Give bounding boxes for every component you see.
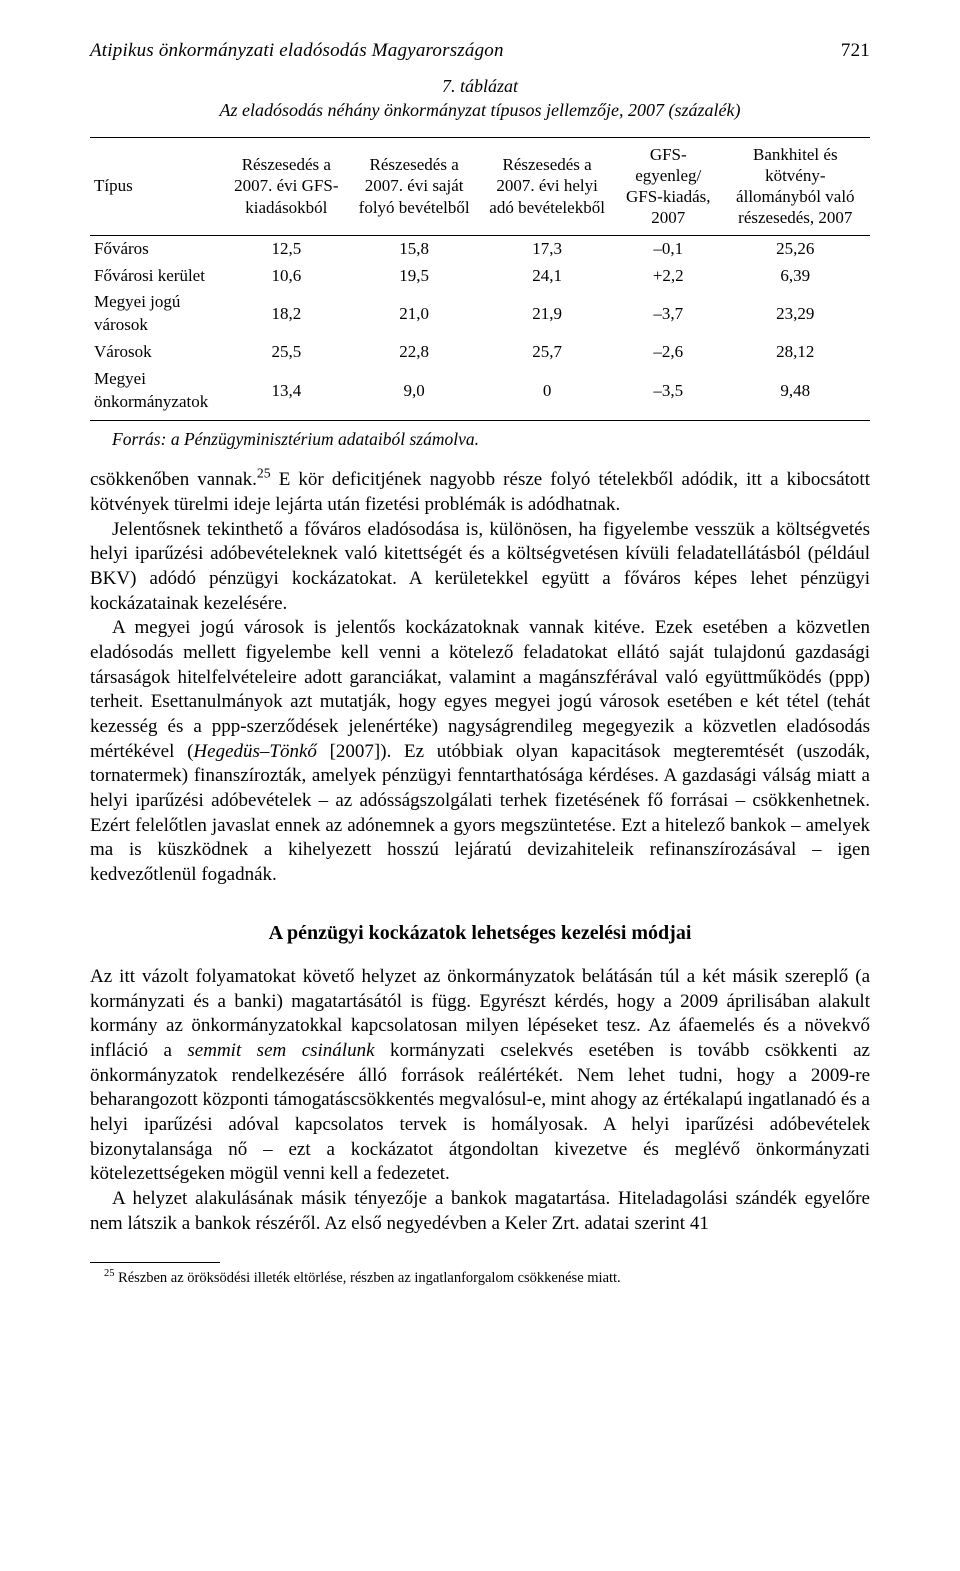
document-page: Atipikus önkormányzati eladósodás Magyar… — [0, 0, 960, 1318]
row-label: Megyei jogú városok — [90, 289, 223, 339]
page-number: 721 — [841, 40, 870, 62]
table-row: Fővárosi kerület 10,6 19,5 24,1 +2,2 6,3… — [90, 263, 870, 290]
cell: 9,0 — [350, 366, 478, 420]
table-header-row: Típus Részesedés a 2007. évi GFS-kiadáso… — [90, 137, 870, 235]
footnote-text: Részben az öröksödési illeték eltörlése,… — [114, 1270, 620, 1286]
cell: 21,9 — [478, 289, 616, 339]
table-row: Megyei jogú városok 18,2 21,0 21,9 –3,7 … — [90, 289, 870, 339]
cell: 28,12 — [721, 339, 870, 366]
cell: 21,0 — [350, 289, 478, 339]
section-heading: A pénzügyi kockázatok lehetséges kezelés… — [90, 922, 870, 945]
cell: 10,6 — [223, 263, 350, 290]
col-header: Részesedés a 2007. évi saját folyó bevét… — [350, 137, 478, 235]
cell: –3,5 — [616, 366, 721, 420]
text-run: kormányzati cselekvés esetében is tovább… — [90, 1040, 870, 1184]
table-row: Megyei önkormányzatok 13,4 9,0 0 –3,5 9,… — [90, 366, 870, 420]
cell: 25,7 — [478, 339, 616, 366]
cell: 25,26 — [721, 235, 870, 262]
cell: 9,48 — [721, 366, 870, 420]
source-label: Forrás: — [112, 429, 166, 449]
paragraph: A helyzet alakulásának másik tényezője a… — [90, 1187, 870, 1236]
running-head: Atipikus önkormányzati eladósodás Magyar… — [90, 40, 870, 62]
cell: 12,5 — [223, 235, 350, 262]
col-header: Bankhitel és kötvény-állományból való ré… — [721, 137, 870, 235]
running-title: Atipikus önkormányzati eladósodás Magyar… — [90, 40, 504, 62]
row-label: Városok — [90, 339, 223, 366]
row-label: Fővárosi kerület — [90, 263, 223, 290]
footnote: 25 Részben az öröksödési illeték eltörlé… — [90, 1269, 870, 1287]
cell: 13,4 — [223, 366, 350, 420]
cell: 22,8 — [350, 339, 478, 366]
text-run: csökkenőben vannak. — [90, 469, 257, 490]
cell: –3,7 — [616, 289, 721, 339]
row-label: Megyei önkormányzatok — [90, 366, 223, 420]
footnote-separator — [90, 1262, 220, 1263]
cell: 17,3 — [478, 235, 616, 262]
cell: –2,6 — [616, 339, 721, 366]
cell: +2,2 — [616, 263, 721, 290]
table-number: 7. táblázat — [90, 74, 870, 98]
emphasis: semmit sem csinálunk — [187, 1040, 374, 1061]
cell: 25,5 — [223, 339, 350, 366]
cell: –0,1 — [616, 235, 721, 262]
paragraph: csökkenőben vannak.25 E kör deficitjének… — [90, 468, 870, 517]
col-header: GFS-egyenleg/ GFS-kiadás, 2007 — [616, 137, 721, 235]
footnote-ref: 25 — [257, 466, 271, 481]
citation: Hegedüs–Tönkő — [193, 741, 329, 762]
text-run: [2007]). Ez utóbbiak olyan kapacitások m… — [90, 741, 870, 885]
table-title: Az eladósodás néhány önkormányzat típuso… — [220, 100, 741, 120]
table-row: Főváros 12,5 15,8 17,3 –0,1 25,26 — [90, 235, 870, 262]
cell: 18,2 — [223, 289, 350, 339]
source-text: a Pénzügyminisztérium adataiból számolva… — [166, 429, 479, 449]
cell: 15,8 — [350, 235, 478, 262]
row-label: Főváros — [90, 235, 223, 262]
cell: 19,5 — [350, 263, 478, 290]
footnote-number: 25 — [104, 1269, 114, 1280]
table-source: Forrás: a Pénzügyminisztérium adataiból … — [112, 429, 870, 450]
table-row: Városok 25,5 22,8 25,7 –2,6 28,12 — [90, 339, 870, 366]
paragraph: Az itt vázolt folyamatokat követő helyze… — [90, 965, 870, 1187]
col-header: Részesedés a 2007. évi helyi adó bevétel… — [478, 137, 616, 235]
paragraph: Jelentősnek tekinthető a főváros eladóso… — [90, 518, 870, 617]
cell: 23,29 — [721, 289, 870, 339]
paragraph: A megyei jogú városok is jelentős kockáz… — [90, 616, 870, 888]
col-header: Részesedés a 2007. évi GFS-kiadásokból — [223, 137, 350, 235]
cell: 24,1 — [478, 263, 616, 290]
cell: 6,39 — [721, 263, 870, 290]
col-header: Típus — [90, 137, 223, 235]
data-table: Típus Részesedés a 2007. évi GFS-kiadáso… — [90, 137, 870, 422]
table-caption: 7. táblázat Az eladósodás néhány önkormá… — [90, 74, 870, 123]
cell: 0 — [478, 366, 616, 420]
